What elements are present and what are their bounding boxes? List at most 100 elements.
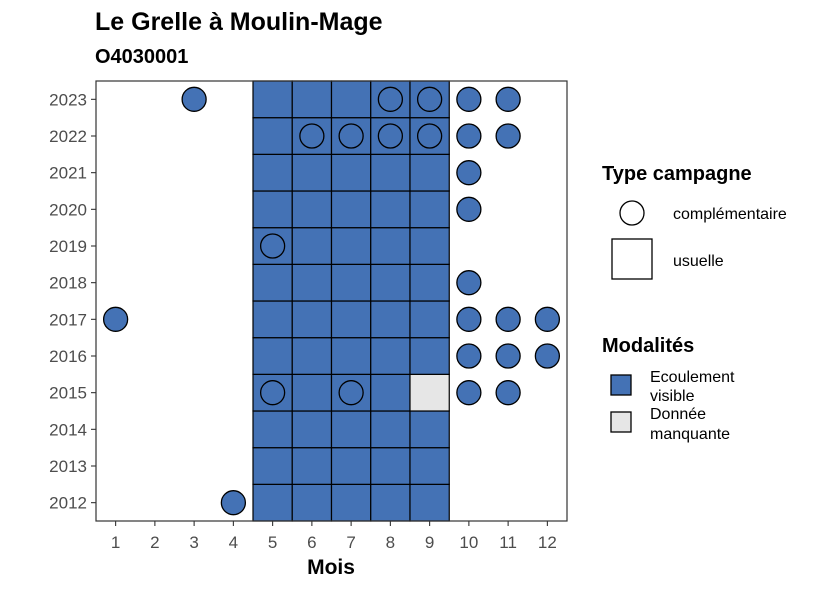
usuelle-tiles [252,80,450,522]
tile-2013-8 [370,447,411,485]
y-tick-label-2020: 2020 [49,200,87,219]
y-axis: 2012 2013 2014 2015 2016 2017 2018 2019 2020 2021… [49,90,96,513]
point-2016-11 [495,343,521,369]
tile-2021-5 [252,153,293,192]
legend-square-key [611,238,653,280]
legend-circle-key [619,200,645,226]
tile-2013-5 [252,447,293,485]
tile-2017-8 [370,300,411,339]
tile-2019-6 [291,227,333,265]
legend-label-ecoulement-line1: Ecoulement [650,369,735,386]
point-2015-10 [456,380,482,406]
tile-2012-8 [370,483,411,522]
tile-2016-7 [330,337,372,375]
tile-2014-9 [409,410,450,449]
point-2023-3 [181,86,207,112]
y-tick-label-2018: 2018 [49,274,87,293]
point-2017-1 [102,306,129,332]
tile-2019-7 [330,227,372,265]
legend-modalites: Modalités Ecoulement visible Donnée manq… [602,335,735,443]
legend-key-ecoulement-visible [610,374,632,396]
point-2017-12 [534,306,561,332]
tile-2017-5 [252,300,293,339]
legend-type-label-complementaire: complémentaire [673,206,787,223]
x-tick-label-9: 9 [425,533,434,552]
y-tick-label-2017: 2017 [49,310,87,329]
point-2022-10 [456,123,482,149]
tile-2012-9 [409,483,450,522]
point-2016-12 [534,343,561,369]
tile-2019-8 [370,227,411,265]
point-2017-10 [456,306,482,332]
tile-2014-8 [370,410,411,449]
point-2023-8 [377,86,404,112]
tile-2023-6 [291,80,333,119]
x-axis-title: Mois [307,556,355,579]
tile-2020-5 [252,190,293,229]
point-2022-7 [338,123,364,149]
tile-2022-5 [252,117,293,155]
tile-2015-8 [370,373,411,412]
tile-2019-9 [409,227,450,265]
tile-2014-7 [330,410,372,449]
legend-modalites-title: Modalités [602,335,694,357]
x-tick-label-8: 8 [386,533,395,552]
legend-type-label-usuelle: usuelle [673,253,724,270]
tile-2014-6 [291,410,333,449]
tile-2018-7 [330,263,372,302]
chart-subtitle: O4030001 [95,46,188,68]
tile-2018-6 [291,263,333,302]
x-tick-label-1: 1 [111,533,120,552]
tile-2013-9 [409,447,450,485]
tile-2014-5 [252,410,293,449]
tile-2020-6 [291,190,333,229]
point-2012-4 [220,490,247,516]
tile-2023-7 [330,80,372,119]
chart-title: Le Grelle à Moulin-Mage [95,8,383,36]
point-2023-9 [416,86,443,112]
point-2021-10 [456,160,482,186]
legend-key-donnee-manquante [610,411,632,433]
plot-border [95,80,568,522]
y-tick-label-2019: 2019 [49,237,87,256]
y-tick-label-2021: 2021 [49,164,87,183]
x-tick-label-10: 10 [459,533,478,552]
complementaire-points [102,86,561,516]
x-tick-label-4: 4 [229,533,238,552]
x-tick-label-11: 11 [499,533,517,552]
point-2022-9 [416,123,443,149]
tile-2016-9 [409,337,450,375]
plot-area [95,80,568,522]
y-tick-label-2014: 2014 [49,420,87,439]
tile-2012-7 [330,483,372,522]
tile-2017-7 [330,300,372,339]
legend-type-campagne: Type campagne complémentaire usuelle [602,163,787,280]
y-tick-label-2022: 2022 [49,127,87,146]
tile-2021-8 [370,153,411,192]
legend-label-donnee-line1: Donnée [650,406,706,423]
tile-2018-5 [252,263,293,302]
legend-label-ecoulement-line2: visible [650,388,695,405]
tile-2021-6 [291,153,333,192]
tile-2020-7 [330,190,372,229]
x-tick-label-12: 12 [538,533,557,552]
tile-2018-8 [370,263,411,302]
y-tick-label-2012: 2012 [49,494,87,513]
y-tick-label-2013: 2013 [49,457,87,476]
legend-type-title: Type campagne [602,163,752,185]
tile-2015-9 [409,373,450,412]
tile-2021-7 [330,153,372,192]
tile-2018-9 [409,263,450,302]
tile-2016-8 [370,337,411,375]
point-2022-11 [495,123,521,149]
tile-2020-8 [370,190,411,229]
tile-2015-6 [291,373,333,412]
point-2017-11 [495,306,521,332]
tile-2016-5 [252,337,293,375]
tile-2013-6 [291,447,333,485]
x-axis: 1 2 3 4 5 6 7 8 9 10 11 12 [111,521,557,552]
point-2015-11 [495,380,521,406]
point-2022-6 [299,123,325,149]
tile-2023-5 [252,80,293,119]
